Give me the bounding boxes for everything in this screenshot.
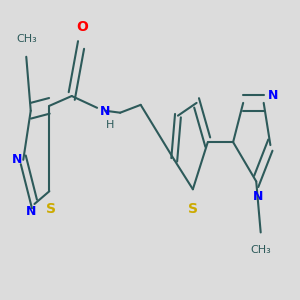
Text: N: N (268, 88, 278, 101)
Text: N: N (26, 205, 36, 218)
Text: N: N (100, 105, 110, 118)
Text: CH₃: CH₃ (16, 34, 37, 44)
Text: O: O (76, 20, 88, 34)
Text: N: N (253, 190, 263, 202)
Text: S: S (46, 202, 56, 216)
Text: CH₃: CH₃ (250, 245, 271, 255)
Text: N: N (11, 153, 22, 166)
Text: S: S (188, 202, 198, 216)
Text: H: H (106, 121, 114, 130)
